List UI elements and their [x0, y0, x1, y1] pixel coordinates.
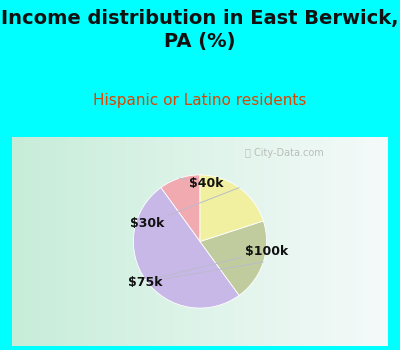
Text: $100k: $100k: [146, 245, 288, 281]
Wedge shape: [200, 175, 263, 242]
Text: Hispanic or Latino residents: Hispanic or Latino residents: [93, 93, 307, 108]
Text: $30k: $30k: [130, 188, 239, 230]
Text: $75k: $75k: [128, 262, 263, 289]
Wedge shape: [200, 221, 266, 295]
Text: Income distribution in East Berwick,
PA (%): Income distribution in East Berwick, PA …: [1, 9, 399, 51]
Wedge shape: [134, 188, 239, 308]
Wedge shape: [161, 175, 200, 242]
Text: $40k: $40k: [180, 176, 224, 190]
Text: ⓘ City-Data.com: ⓘ City-Data.com: [245, 148, 324, 158]
